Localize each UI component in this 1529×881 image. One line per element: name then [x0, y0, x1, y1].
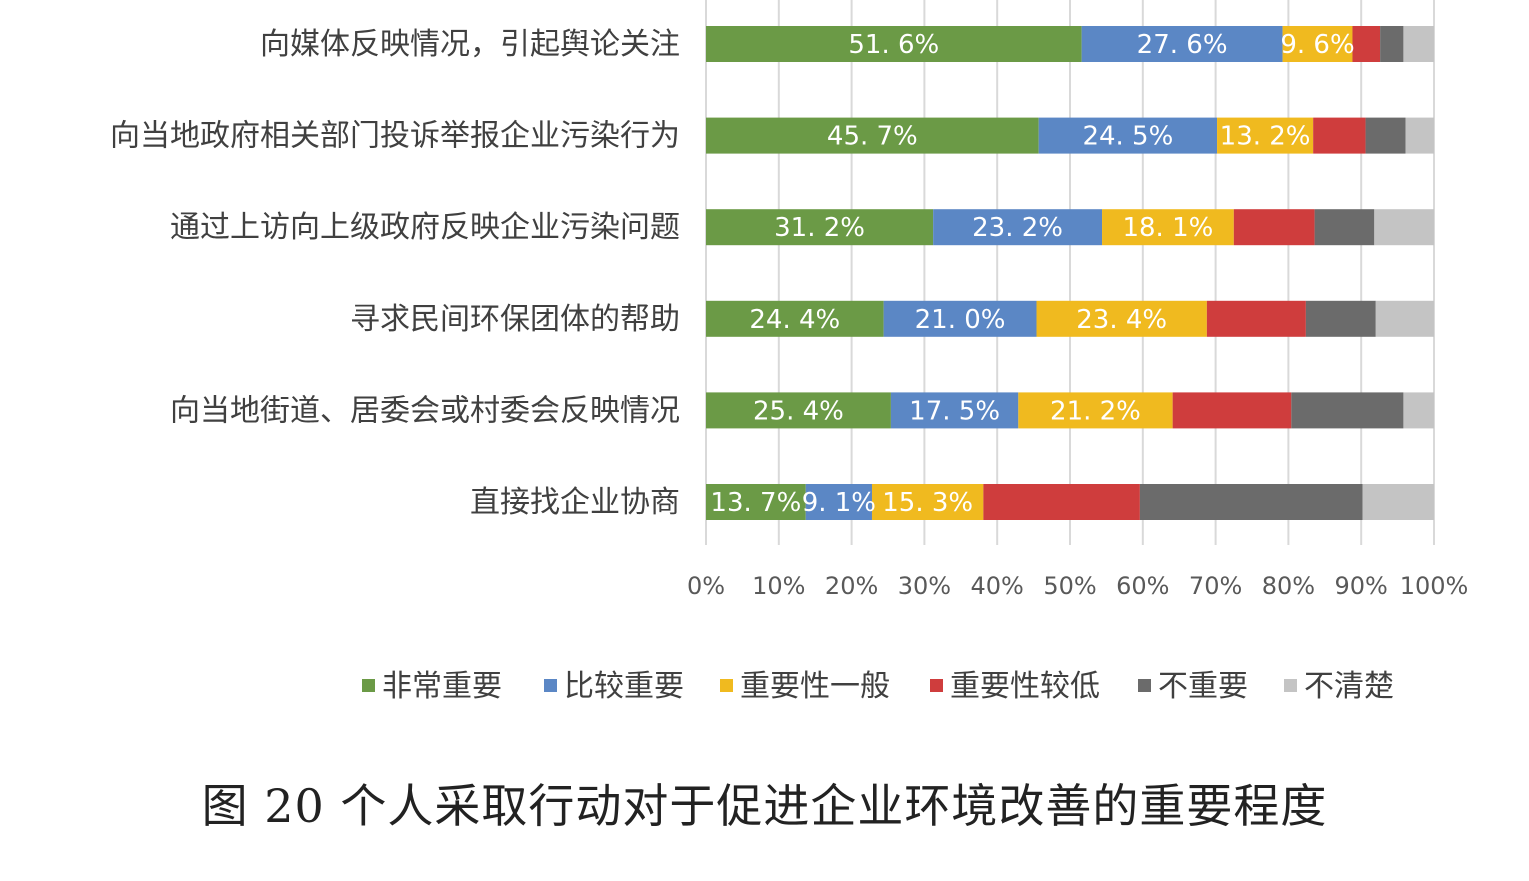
- bar-segment: [871, 484, 984, 520]
- bar-segment: [1018, 392, 1173, 429]
- category-label: 直接找企业协商: [470, 485, 680, 520]
- data-label: 24. 5%: [1082, 122, 1173, 152]
- bar-segment: [883, 300, 1037, 337]
- legend-swatch: [720, 679, 733, 692]
- bar-segment: [1375, 300, 1434, 337]
- bar-segment: [805, 484, 872, 520]
- x-tick-label: 50%: [1043, 572, 1096, 600]
- bar-segment: [706, 300, 884, 337]
- legend-label: 重要性一般: [740, 669, 890, 704]
- bar-segment: [1291, 392, 1404, 429]
- bar-segment: [1139, 484, 1363, 520]
- legend-swatch: [1138, 679, 1151, 692]
- x-tick-label: 100%: [1400, 572, 1469, 600]
- bar-segment: [1314, 209, 1375, 246]
- data-label: 15. 3%: [882, 488, 973, 518]
- bar-segment: [1380, 26, 1404, 62]
- legend-label: 重要性较低: [950, 669, 1100, 704]
- legend-swatch: [362, 679, 375, 692]
- bar-segment: [1374, 209, 1434, 246]
- bar-segment: [1282, 26, 1353, 62]
- x-tick-label: 0%: [687, 572, 725, 600]
- bar-segment: [1365, 117, 1406, 154]
- bar-segment: [1233, 209, 1315, 246]
- data-label: 24. 4%: [749, 305, 840, 335]
- data-label: 13. 2%: [1220, 122, 1311, 152]
- data-label: 21. 0%: [915, 305, 1006, 335]
- bar-segment: [1305, 300, 1376, 337]
- data-label: 23. 4%: [1076, 305, 1167, 335]
- data-label: 18. 1%: [1122, 213, 1213, 243]
- bar-segment: [706, 484, 806, 520]
- bars: [706, 26, 1434, 520]
- bar-segment: [1403, 392, 1434, 429]
- legend-swatch: [930, 679, 943, 692]
- bar-segment: [1403, 26, 1434, 62]
- bar-segment: [1362, 484, 1434, 520]
- category-label: 通过上访向上级政府反映企业污染问题: [170, 210, 680, 245]
- data-label: 25. 4%: [753, 396, 844, 426]
- bar-segment: [1038, 117, 1218, 154]
- bar-segment: [706, 26, 1082, 62]
- category-label: 向当地政府相关部门投诉举报企业污染行为: [110, 119, 680, 154]
- bar-segment: [1313, 117, 1366, 154]
- data-label: 27. 6%: [1137, 30, 1228, 60]
- legend-label: 比较重要: [564, 669, 684, 704]
- bar-segment: [706, 209, 934, 246]
- bar-segment: [1102, 209, 1234, 246]
- legend-label: 不重要: [1158, 669, 1248, 704]
- x-tick-label: 90%: [1335, 572, 1388, 600]
- x-tick-label: 80%: [1262, 572, 1315, 600]
- figure-caption: 图 20 个人采取行动对于促进企业环境改善的重要程度: [201, 779, 1328, 833]
- data-label: 23. 2%: [972, 213, 1063, 243]
- legend-label: 不清楚: [1304, 669, 1394, 704]
- legend: 非常重要 比较重要 重要性一般 重要性较低 不重要 不清楚: [362, 669, 1394, 704]
- x-tick-label: 40%: [971, 572, 1024, 600]
- x-tick-label: 70%: [1189, 572, 1242, 600]
- data-label: 13. 7%: [710, 488, 801, 518]
- data-label: 31. 2%: [774, 213, 865, 243]
- bar-segment: [1217, 117, 1314, 154]
- data-label: 51. 6%: [848, 30, 939, 60]
- data-label: 21. 2%: [1050, 396, 1141, 426]
- x-tick-label: 10%: [752, 572, 805, 600]
- bar-segment: [1352, 26, 1381, 62]
- legend-swatch: [544, 679, 557, 692]
- bar-segment: [1172, 392, 1292, 429]
- category-labels: 向媒体反映情况，引起舆论关注向当地政府相关部门投诉举报企业污染行为通过上访向上级…: [110, 27, 680, 520]
- legend-label: 非常重要: [382, 669, 502, 704]
- data-label: 9. 6%: [1280, 30, 1354, 60]
- category-label: 向当地街道、居委会或村委会反映情况: [170, 393, 680, 428]
- legend-swatch: [1284, 679, 1297, 692]
- bar-segment: [890, 392, 1019, 429]
- x-axis-ticks: 0% 10% 20% 30% 40% 50% 60% 70% 80% 90% 100%: [687, 572, 1468, 600]
- bar-segment: [1036, 300, 1207, 337]
- x-tick-label: 60%: [1116, 572, 1169, 600]
- x-tick-label: 30%: [898, 572, 951, 600]
- bar-segment: [1206, 300, 1306, 337]
- data-label: 9. 1%: [802, 488, 876, 518]
- bar-segment: [1081, 26, 1283, 62]
- bar-segment: [1405, 117, 1434, 154]
- category-label: 寻求民间环保团体的帮助: [350, 302, 680, 337]
- bar-segment: [706, 392, 891, 429]
- x-tick-label: 20%: [825, 572, 878, 600]
- data-labels: 51. 6% 27. 6% 9. 6% 45. 7% 24. 5% 13. 2% 31. 2…: [710, 30, 1354, 518]
- bar-segment: [706, 117, 1039, 154]
- data-label: 17. 5%: [909, 396, 1000, 426]
- bar-segment: [983, 484, 1140, 520]
- category-label: 向媒体反映情况，引起舆论关注: [260, 27, 680, 62]
- data-label: 45. 7%: [827, 122, 918, 152]
- gridlines: [705, 0, 1435, 545]
- bar-segment: [933, 209, 1103, 246]
